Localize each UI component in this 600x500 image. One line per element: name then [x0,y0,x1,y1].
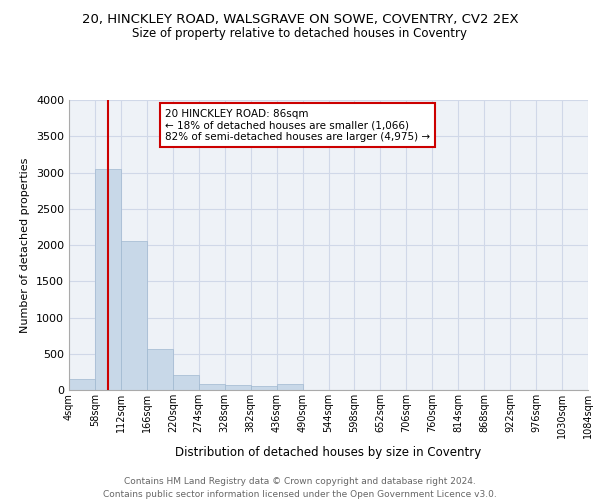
Y-axis label: Number of detached properties: Number of detached properties [20,158,31,332]
Text: Contains public sector information licensed under the Open Government Licence v3: Contains public sector information licen… [103,490,497,499]
Bar [199,384,224,390]
Bar [147,350,173,390]
Bar [173,375,199,390]
Bar [277,384,302,390]
Bar [225,386,251,390]
Bar [121,240,147,390]
Bar [69,379,95,390]
Bar [251,386,277,390]
Text: Contains HM Land Registry data © Crown copyright and database right 2024.: Contains HM Land Registry data © Crown c… [124,478,476,486]
Text: 20, HINCKLEY ROAD, WALSGRAVE ON SOWE, COVENTRY, CV2 2EX: 20, HINCKLEY ROAD, WALSGRAVE ON SOWE, CO… [82,12,518,26]
Text: Size of property relative to detached houses in Coventry: Size of property relative to detached ho… [133,28,467,40]
Bar [95,169,121,390]
Text: 20 HINCKLEY ROAD: 86sqm
← 18% of detached houses are smaller (1,066)
82% of semi: 20 HINCKLEY ROAD: 86sqm ← 18% of detache… [165,108,430,142]
X-axis label: Distribution of detached houses by size in Coventry: Distribution of detached houses by size … [175,446,482,460]
